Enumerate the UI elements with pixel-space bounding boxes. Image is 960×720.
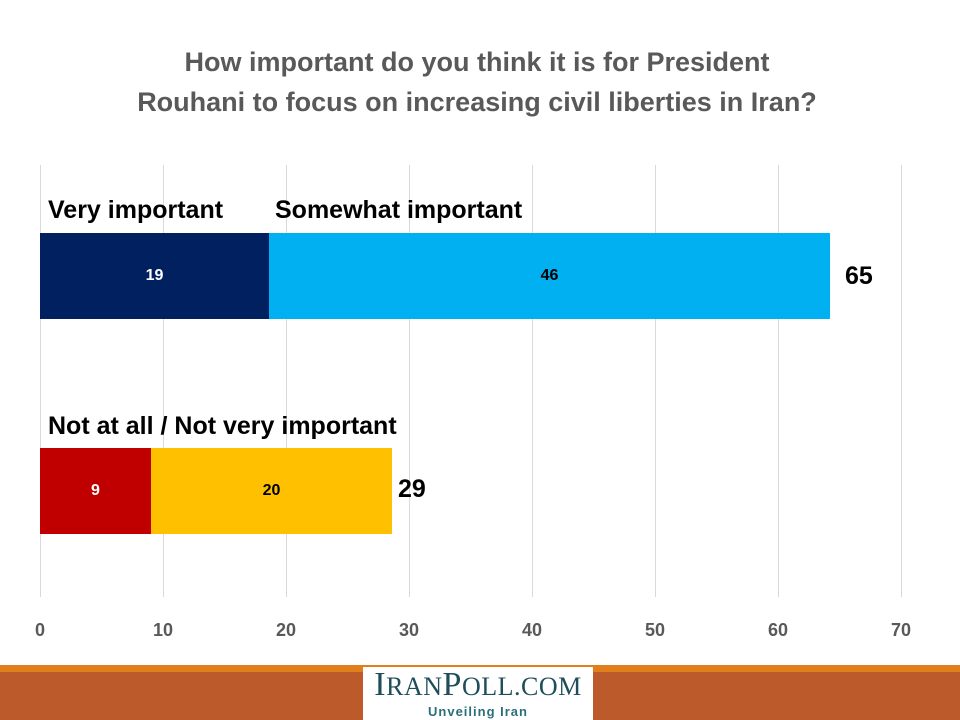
x-tick-30: 30 <box>398 620 420 640</box>
value-not-at-all: 9 <box>91 482 100 499</box>
segment-somewhat-important: 46 <box>269 233 830 319</box>
gridline-50 <box>655 165 656 597</box>
gridline-60 <box>778 165 779 597</box>
value-somewhat-important: 46 <box>540 267 559 284</box>
value-not-very: 20 <box>262 482 281 499</box>
chart-title-line-2: Rouhani to focus on increasing civil lib… <box>137 87 817 117</box>
bar-not-important: 9 20 <box>40 448 392 534</box>
gridline-20 <box>286 165 287 597</box>
x-tick-40: 40 <box>521 620 543 640</box>
gridline-40 <box>532 165 533 597</box>
total-important: 65 <box>845 262 873 290</box>
gridline-70 <box>901 165 902 597</box>
x-tick-0: 0 <box>34 620 45 640</box>
label-somewhat-important: Somewhat important <box>275 196 523 224</box>
gridline-0 <box>40 165 41 597</box>
label-very-important: Very important <box>48 196 224 224</box>
value-very-important: 19 <box>145 267 164 284</box>
gridline-10 <box>163 165 164 597</box>
plot-area <box>40 165 902 597</box>
segment-very-important: 19 <box>40 233 269 319</box>
logo-wordmark: IRANPOLL.COM <box>374 666 582 703</box>
segment-not-at-all: 9 <box>40 448 151 534</box>
x-tick-20: 20 <box>275 620 297 640</box>
chart-title: How important do you think it is for Pre… <box>0 42 954 122</box>
x-tick-70: 70 <box>890 620 912 640</box>
x-tick-50: 50 <box>644 620 666 640</box>
logo-tagline: Unveiling Iran <box>428 704 528 719</box>
gridline-30 <box>409 165 410 597</box>
x-tick-60: 60 <box>767 620 789 640</box>
total-not-important: 29 <box>398 475 426 503</box>
label-not-important: Not at all / Not very important <box>48 412 397 440</box>
x-tick-10: 10 <box>152 620 174 640</box>
iranpoll-logo: IRANPOLL.COM Unveiling Iran <box>363 667 593 720</box>
chart-title-line-1: How important do you think it is for Pre… <box>184 47 770 77</box>
segment-not-very: 20 <box>151 448 392 534</box>
bar-important: 19 46 <box>40 233 830 319</box>
